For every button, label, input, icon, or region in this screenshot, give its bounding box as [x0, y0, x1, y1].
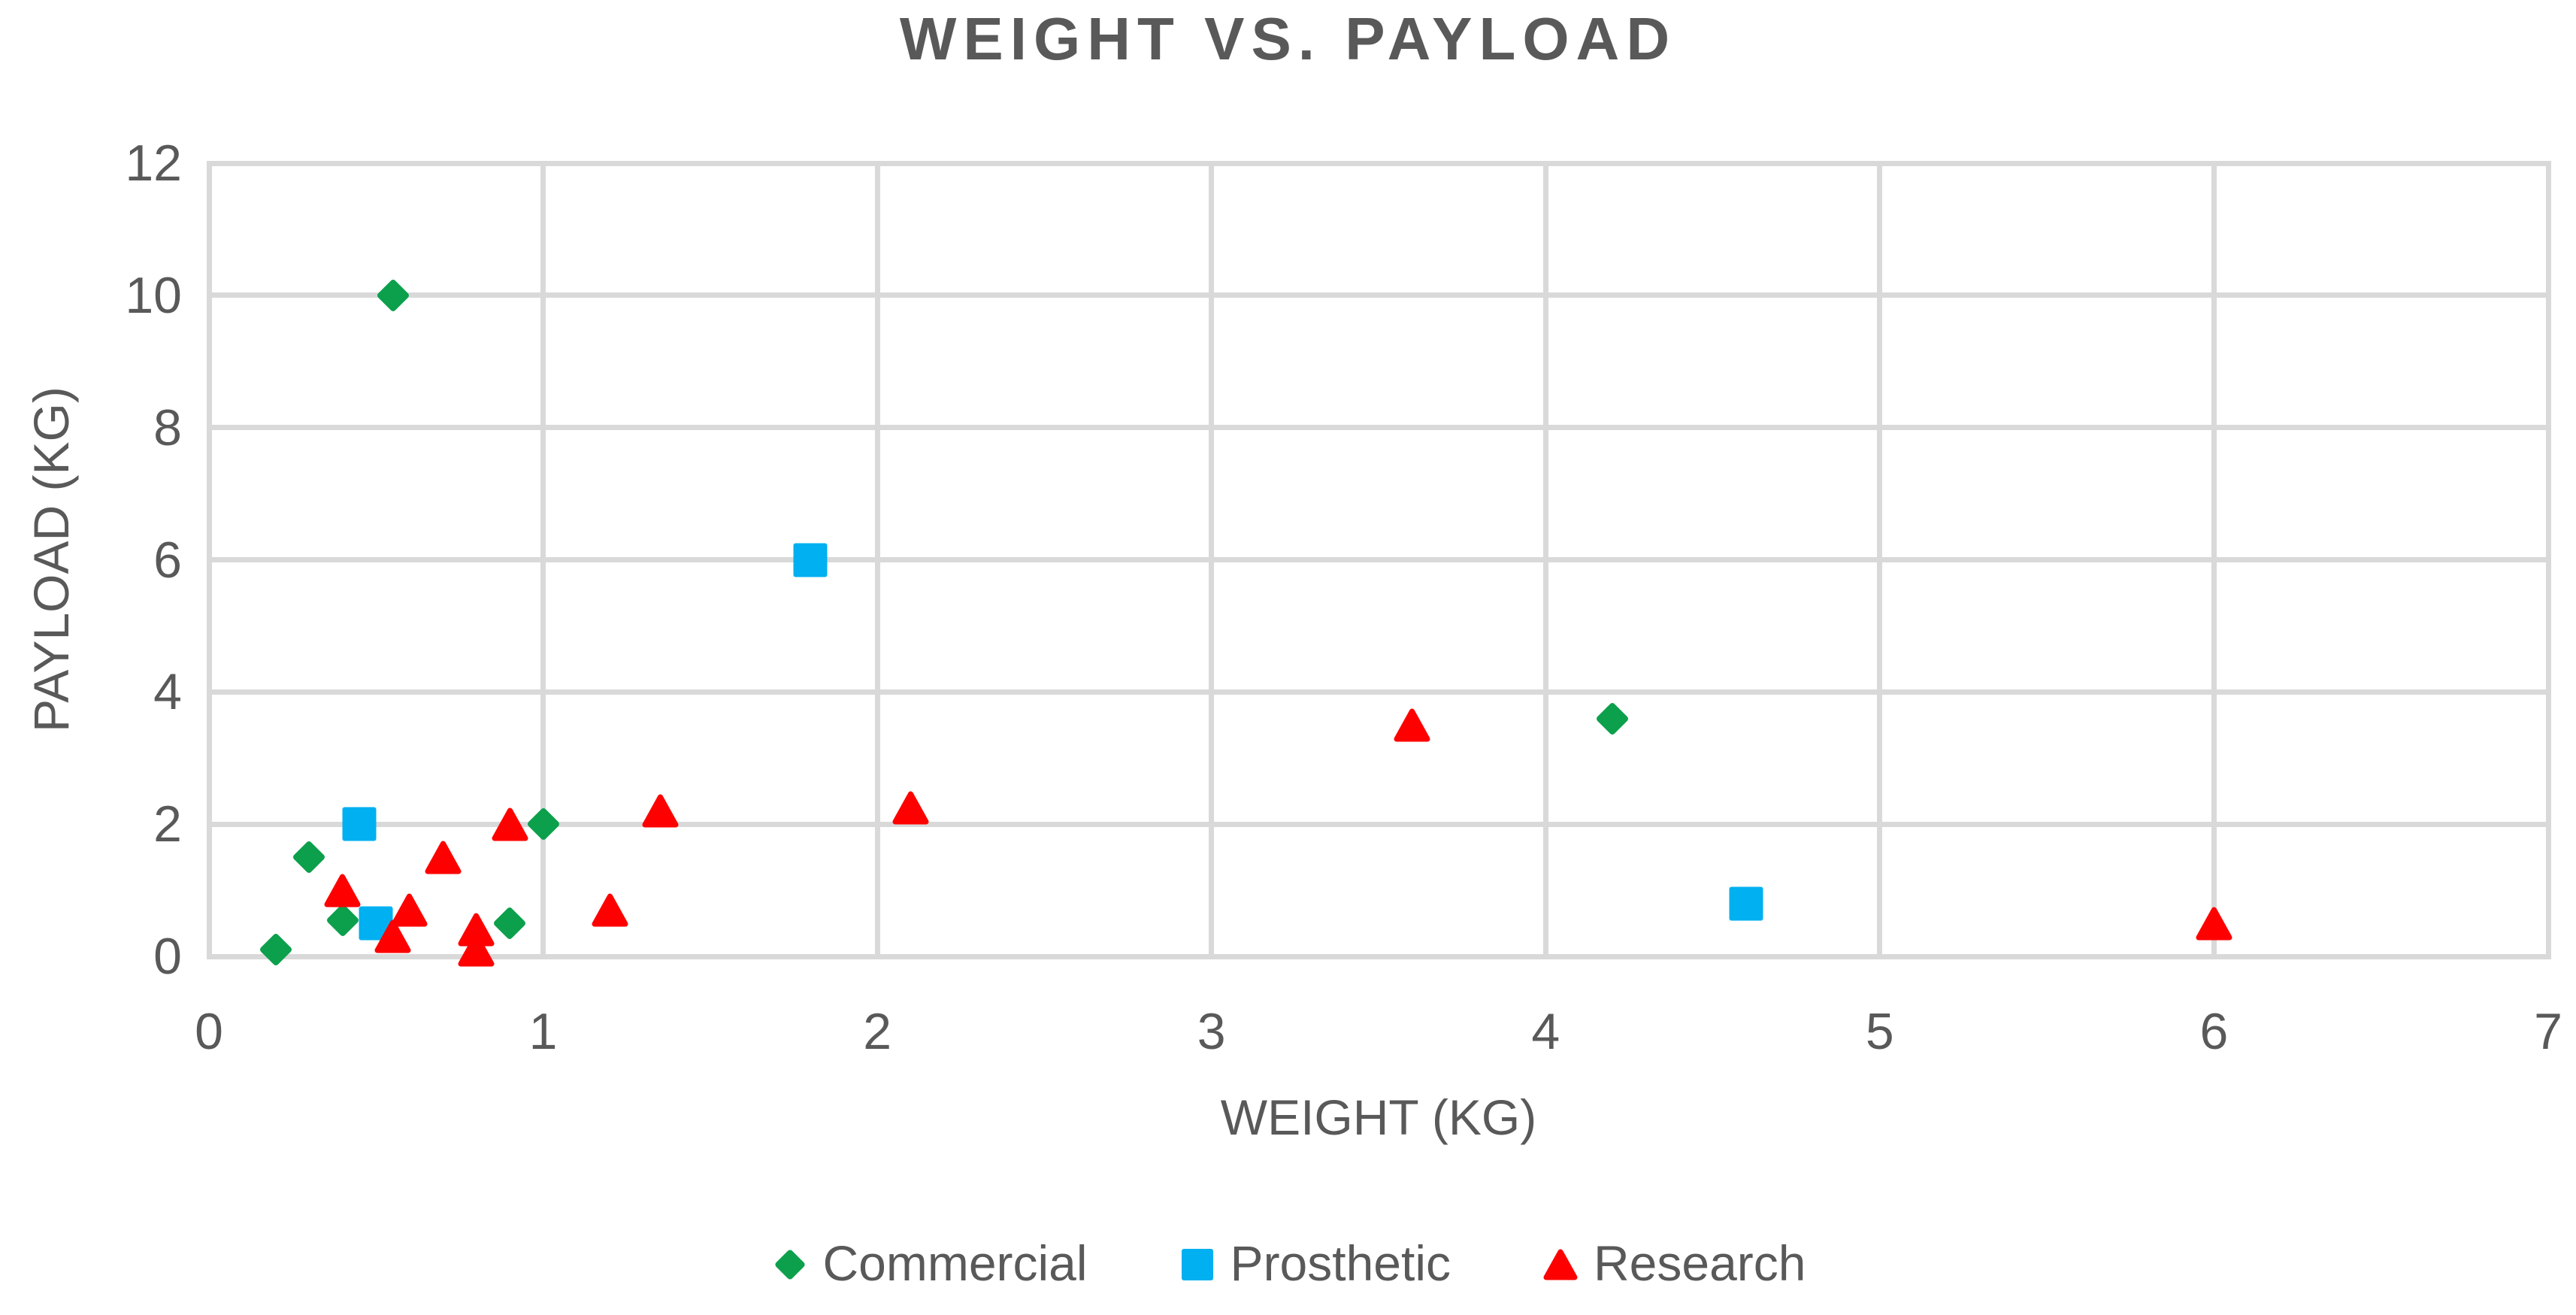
marker-diamond-data-point — [375, 278, 410, 313]
marker-triangle-data-point — [391, 893, 428, 927]
marker-triangle-data-point — [2196, 907, 2232, 941]
marker-triangle-data-point — [492, 807, 528, 841]
marker-triangle-data-point — [458, 933, 495, 967]
y-gridline — [206, 557, 2551, 562]
x-tick-label: 7 — [2534, 1003, 2562, 1060]
x-tick-label: 0 — [195, 1003, 223, 1060]
y-tick-label: 2 — [153, 795, 182, 853]
marker-triangle-data-point — [425, 841, 462, 874]
y-gridline — [206, 160, 2551, 166]
marker-diamond-data-point — [1595, 701, 1630, 736]
marker-diamond-data-point — [259, 932, 293, 967]
x-tick-label: 6 — [2199, 1003, 2229, 1060]
legend-item-research: Research — [1541, 1235, 1806, 1292]
chart-title: WEIGHT VS. PAYLOAD — [899, 5, 1677, 72]
x-tick-label: 4 — [1531, 1003, 1560, 1060]
y-gridline — [206, 292, 2551, 298]
y-gridline — [206, 425, 2551, 431]
legend: Commercial Prosthetic Research — [0, 1235, 2576, 1292]
marker-diamond-data-point — [492, 906, 527, 941]
marker-square-data-point — [793, 543, 828, 577]
y-tick-label: 8 — [153, 398, 182, 456]
marker-triangle-data-point — [324, 874, 361, 907]
marker-triangle-data-point — [374, 920, 411, 953]
marker-square-data-point — [1729, 886, 1763, 921]
diamond-icon — [770, 1241, 810, 1286]
y-tick-label: 10 — [125, 266, 182, 324]
marker-square-data-point — [342, 807, 377, 841]
legend-item-commercial: Commercial — [770, 1235, 1088, 1292]
marker-diamond-data-point — [325, 903, 360, 938]
y-tick-label: 4 — [153, 663, 182, 721]
x-tick-label: 1 — [528, 1003, 558, 1060]
x-tick-label: 5 — [1865, 1003, 1894, 1060]
y-gridline — [206, 821, 2551, 827]
marker-diamond-legend — [773, 1248, 806, 1281]
marker-triangle-data-point — [1394, 708, 1430, 742]
legend-label: Research — [1594, 1235, 1806, 1291]
triangle-icon — [1541, 1241, 1580, 1286]
marker-diamond-data-point — [525, 807, 561, 841]
marker-triangle-data-point — [892, 791, 929, 825]
legend-label: Prosthetic — [1230, 1235, 1451, 1291]
marker-square-legend — [1181, 1249, 1213, 1280]
marker-triangle-legend — [1543, 1249, 1578, 1280]
legend-label: Commercial — [822, 1235, 1088, 1291]
y-tick-label: 6 — [153, 531, 182, 589]
legend-item-prosthetic: Prosthetic — [1178, 1235, 1451, 1292]
marker-diamond-data-point — [292, 840, 326, 874]
y-tick-label: 12 — [125, 135, 182, 192]
square-icon — [1178, 1241, 1217, 1286]
x-tick-label: 3 — [1197, 1003, 1226, 1060]
x-tick-label: 2 — [863, 1003, 892, 1060]
y-gridline — [206, 953, 2551, 959]
marker-triangle-data-point — [642, 794, 679, 828]
x-axis-title: WEIGHT (KG) — [1220, 1089, 1537, 1145]
y-gridline — [206, 689, 2551, 695]
marker-triangle-data-point — [592, 893, 628, 927]
y-tick-label: 0 — [153, 928, 182, 985]
